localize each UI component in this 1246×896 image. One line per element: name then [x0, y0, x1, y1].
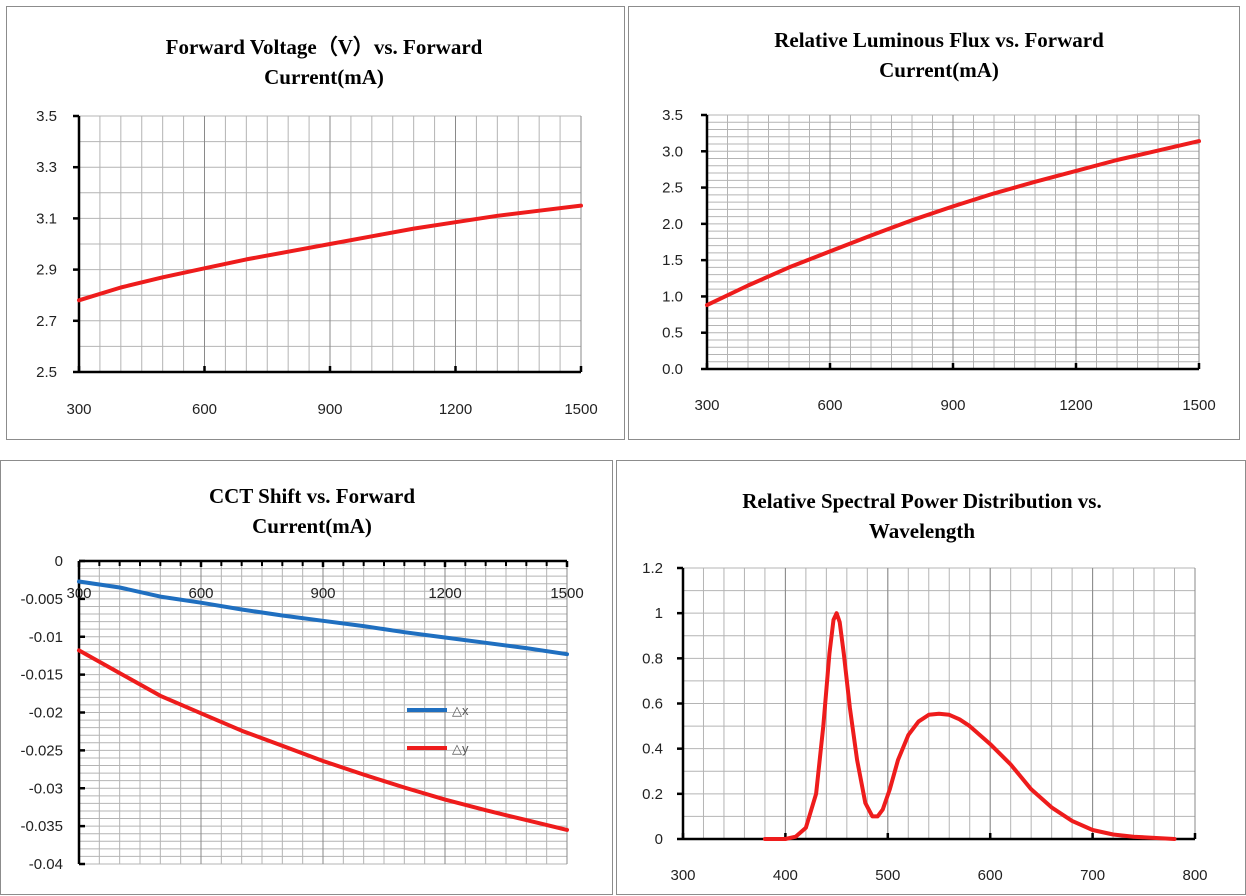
- x-tick-label: 900: [310, 585, 335, 602]
- chart-title-line-1: Forward Voltage（V）vs. Forward: [166, 35, 483, 59]
- x-tick-label: 900: [317, 401, 342, 418]
- chart-title-line-2: Wavelength: [869, 519, 975, 543]
- y-tick-label: 1: [655, 605, 663, 622]
- chart-forward-voltage: Forward Voltage（V）vs. Forward Current(mA…: [36, 35, 598, 418]
- x-tick-label: 600: [192, 401, 217, 418]
- chart-title-line-1: Relative Spectral Power Distribution vs.: [742, 489, 1101, 513]
- y-tick-label: -0.035: [20, 818, 63, 835]
- y-tick-label: 1.2: [642, 560, 663, 577]
- chart-title-line-2: Current(mA): [252, 514, 372, 538]
- y-tick-label: 3.1: [36, 210, 57, 227]
- x-tick-label: 1200: [1059, 397, 1092, 414]
- y-tick-label: 0: [55, 553, 63, 570]
- y-tick-label: 2.5: [662, 180, 683, 197]
- chart-title-line-1: Relative Luminous Flux vs. Forward: [774, 28, 1104, 52]
- x-tick-label: 300: [66, 401, 91, 418]
- y-tick-label: -0.015: [20, 667, 63, 684]
- y-tick-label: 3.5: [36, 108, 57, 125]
- y-tick-label: 2.9: [36, 262, 57, 279]
- y-tick-label: 0.8: [642, 650, 663, 667]
- y-tick-label: 3.3: [36, 159, 57, 176]
- x-tick-label: 300: [694, 397, 719, 414]
- x-tick-label: 1200: [428, 585, 461, 602]
- x-tick-label: 300: [66, 585, 91, 602]
- x-tick-label: 900: [940, 397, 965, 414]
- y-tick-label: 3.5: [662, 107, 683, 124]
- y-tick-label: -0.025: [20, 742, 63, 759]
- y-tick-label: 0.0: [662, 361, 683, 378]
- chart-panel-forward-voltage: Forward Voltage（V）vs. Forward Current(mA…: [6, 6, 625, 440]
- chart-spectral-distribution: Relative Spectral Power Distribution vs.…: [642, 489, 1207, 884]
- y-tick-label: 1.0: [662, 288, 683, 305]
- x-tick-label: 600: [188, 585, 213, 602]
- y-tick-label: 2.0: [662, 216, 683, 233]
- chart-panel-spectral-distribution: Relative Spectral Power Distribution vs.…: [616, 460, 1246, 895]
- series-line: [762, 611, 1177, 841]
- y-tick-label: 2.7: [36, 313, 57, 330]
- y-tick-label: -0.01: [29, 629, 63, 646]
- legend-label: △x: [452, 703, 469, 718]
- chart-title-line-1: CCT Shift vs. Forward: [209, 484, 415, 508]
- x-tick-label: 400: [773, 867, 798, 884]
- x-tick-label: 1500: [550, 585, 583, 602]
- x-tick-label: 1500: [1182, 397, 1215, 414]
- series-line: [77, 203, 583, 303]
- y-tick-label: 0.6: [642, 696, 663, 713]
- y-tick-label: -0.04: [29, 856, 63, 873]
- legend-label: △y: [452, 741, 469, 756]
- x-tick-label: 1200: [439, 401, 472, 418]
- series-line-delta-y: [77, 648, 569, 832]
- x-tick-label: 600: [817, 397, 842, 414]
- y-tick-label: -0.005: [20, 591, 63, 608]
- x-tick-label: 700: [1080, 867, 1105, 884]
- chart-luminous-flux: Relative Luminous Flux vs. Forward Curre…: [662, 28, 1216, 414]
- x-tick-label: 600: [978, 867, 1003, 884]
- y-tick-label: 0: [655, 831, 663, 848]
- series-line: [705, 139, 1201, 308]
- y-tick-label: 0.4: [642, 741, 663, 758]
- chart-panel-luminous-flux: Relative Luminous Flux vs. Forward Curre…: [628, 6, 1240, 440]
- y-tick-label: 3.0: [662, 143, 683, 160]
- chart-title-line-2: Current(mA): [879, 58, 999, 82]
- x-tick-label: 1500: [564, 401, 597, 418]
- series-line-delta-x: [77, 579, 569, 657]
- y-tick-label: 0.5: [662, 325, 683, 342]
- x-tick-label: 500: [875, 867, 900, 884]
- x-tick-label: 800: [1182, 867, 1207, 884]
- chart-title-line-2: Current(mA): [264, 65, 384, 89]
- chart-panel-cct-shift: CCT Shift vs. Forward Current(mA) 300 600…: [0, 460, 613, 895]
- y-tick-label: 0.2: [642, 786, 663, 803]
- y-tick-label: 1.5: [662, 252, 683, 269]
- y-tick-label: -0.02: [29, 705, 63, 722]
- y-tick-label: -0.03: [29, 780, 63, 797]
- y-tick-label: 2.5: [36, 364, 57, 381]
- chart-cct-shift: CCT Shift vs. Forward Current(mA) 300 600…: [20, 484, 583, 873]
- x-tick-label: 300: [670, 867, 695, 884]
